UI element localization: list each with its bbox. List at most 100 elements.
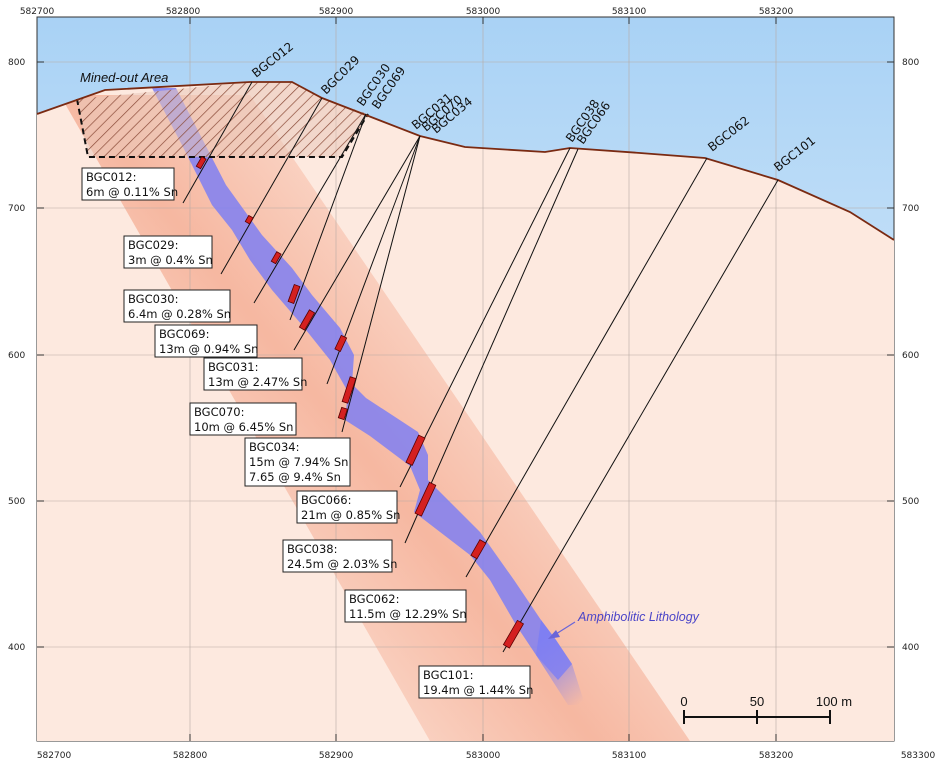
y-tick-right: 400 — [902, 643, 919, 653]
lithology-annotation: Amphibolitic Lithology — [548, 610, 700, 639]
callout-title: BGC070: — [194, 405, 244, 419]
y-tick-right: 600 — [902, 351, 919, 361]
intercept-marker — [405, 434, 426, 466]
amphibolitic-lithology-body — [152, 88, 585, 705]
intercept-marker — [341, 376, 357, 404]
callout-title: BGC029: — [128, 238, 178, 252]
drill-traces — [182, 81, 779, 653]
callout-value: 15m @ 7.94% Sn — [249, 455, 348, 469]
y-tick-left: 400 — [8, 643, 25, 653]
drill-trace — [404, 148, 579, 544]
scale-label: 0 — [680, 694, 687, 709]
y-tick-left: 700 — [8, 204, 25, 214]
intercept-marker — [287, 284, 301, 304]
callout-bgc101: BGC101: 19.4m @ 1.44% Sn — [418, 665, 533, 699]
drill-trace — [502, 179, 779, 653]
y-axis-left: 800 700 600 500 400 — [8, 58, 25, 653]
y-tick-left: 500 — [8, 497, 25, 507]
drill-trace — [399, 147, 571, 488]
callout-value: 3m @ 0.4% Sn — [128, 253, 213, 267]
callout-title: BGC034: — [249, 440, 299, 454]
tick-marks — [37, 17, 894, 741]
scale-label: 100 m — [816, 694, 852, 709]
x-axis-top: 582700 582800 582900 583000 583100 58320… — [20, 7, 794, 17]
intercept-callouts: BGC012: 6m @ 0.11% Sn BGC029: 3m @ 0.4% … — [81, 167, 533, 699]
callout-bgc031: BGC031: 13m @ 2.47% Sn — [203, 357, 307, 391]
callout-value: 11.5m @ 12.29% Sn — [349, 607, 467, 621]
y-tick-right: 500 — [902, 497, 919, 507]
arrow-head-icon — [548, 630, 560, 639]
arrow-shaft — [555, 621, 576, 635]
callout-value: 13m @ 2.47% Sn — [208, 375, 307, 389]
topography-line — [36, 81, 895, 241]
x-tick-top: 583100 — [612, 7, 647, 17]
callout-bgc038: BGC038: 24.5m @ 2.03% Sn — [282, 539, 397, 573]
y-tick-left: 600 — [8, 351, 25, 361]
x-tick-bottom: 582800 — [173, 751, 208, 761]
callout-title: BGC030: — [128, 292, 178, 306]
intercept-marker — [195, 156, 207, 170]
y-tick-right: 800 — [902, 58, 919, 68]
x-tick-bottom: 583200 — [759, 751, 794, 761]
callout-bgc062: BGC062: 11.5m @ 12.29% Sn — [344, 589, 467, 623]
drill-trace — [182, 81, 253, 204]
drill-trace — [220, 97, 323, 275]
callout-value: 24.5m @ 2.03% Sn — [287, 557, 397, 571]
mined-out-label: Mined-out Area — [80, 70, 168, 85]
x-tick-top: 583000 — [466, 7, 501, 17]
intercept-marker — [244, 214, 254, 225]
intercept-marker — [414, 481, 437, 517]
intercept-marker — [502, 619, 525, 649]
callout-title: BGC062: — [349, 592, 399, 606]
x-axis-bottom: 582700 582800 582900 583000 583100 58320… — [37, 751, 936, 761]
drill-trace — [253, 113, 367, 304]
drill-trace — [293, 135, 421, 351]
mined-out-area: Mined-out Area — [76, 70, 369, 158]
callout-title: BGC031: — [208, 360, 258, 374]
x-tick-top: 583200 — [759, 7, 794, 17]
x-tick-top: 582900 — [319, 7, 354, 17]
callout-title: BGC012: — [86, 170, 136, 184]
callout-title: BGC069: — [159, 327, 209, 341]
callout-value: 6m @ 0.11% Sn — [86, 185, 178, 199]
x-tick-top: 582700 — [20, 7, 55, 17]
callout-value: 6.4m @ 0.28% Sn — [128, 307, 231, 321]
y-tick-left: 800 — [8, 58, 25, 68]
x-tick-bottom: 583300 — [901, 751, 936, 761]
callout-bgc066: BGC066: 21m @ 0.85% Sn — [296, 490, 400, 524]
x-tick-bottom: 583000 — [466, 751, 501, 761]
y-tick-right: 700 — [902, 204, 919, 214]
drill-trace — [289, 113, 367, 321]
callout-title: BGC066: — [301, 493, 351, 507]
callout-value: 19.4m @ 1.44% Sn — [423, 683, 533, 697]
callout-value: 10m @ 6.45% Sn — [194, 420, 293, 434]
intercept-marker — [334, 334, 348, 353]
x-tick-top: 582800 — [166, 7, 201, 17]
intercept-marker — [270, 251, 282, 265]
callout-bgc029: BGC029: 3m @ 0.4% Sn — [123, 235, 213, 269]
callout-bgc069: BGC069: 13m @ 0.94% Sn — [154, 324, 258, 358]
grid — [37, 17, 894, 741]
intercept-marker — [337, 406, 348, 421]
x-tick-bottom: 582900 — [319, 751, 354, 761]
scale-label: 50 — [750, 694, 764, 709]
x-tick-bottom: 582700 — [37, 751, 72, 761]
callout-value: 7.65 @ 9.4% Sn — [249, 470, 341, 484]
y-axis-right: 800 700 600 500 400 — [902, 58, 919, 653]
lithology-label: Amphibolitic Lithology — [577, 610, 700, 624]
callout-title: BGC038: — [287, 542, 337, 556]
callout-bgc034: BGC034: 15m @ 7.94% Sn 7.65 @ 9.4% Sn — [244, 437, 351, 487]
scale-bar: 0 50 100 m — [680, 694, 852, 724]
callout-value: 13m @ 0.94% Sn — [159, 342, 258, 356]
x-tick-bottom: 583100 — [612, 751, 647, 761]
callout-bgc070: BGC070: 10m @ 6.45% Sn — [189, 402, 297, 436]
drill-trace — [465, 157, 708, 578]
callout-bgc030: BGC030: 6.4m @ 0.28% Sn — [123, 289, 231, 323]
intercept-marker — [298, 309, 316, 331]
callout-value: 21m @ 0.85% Sn — [301, 508, 400, 522]
drill-trace — [341, 135, 421, 433]
callout-bgc012: BGC012: 6m @ 0.11% Sn — [81, 167, 178, 201]
callout-title: BGC101: — [423, 668, 473, 682]
intercepts — [195, 156, 525, 649]
